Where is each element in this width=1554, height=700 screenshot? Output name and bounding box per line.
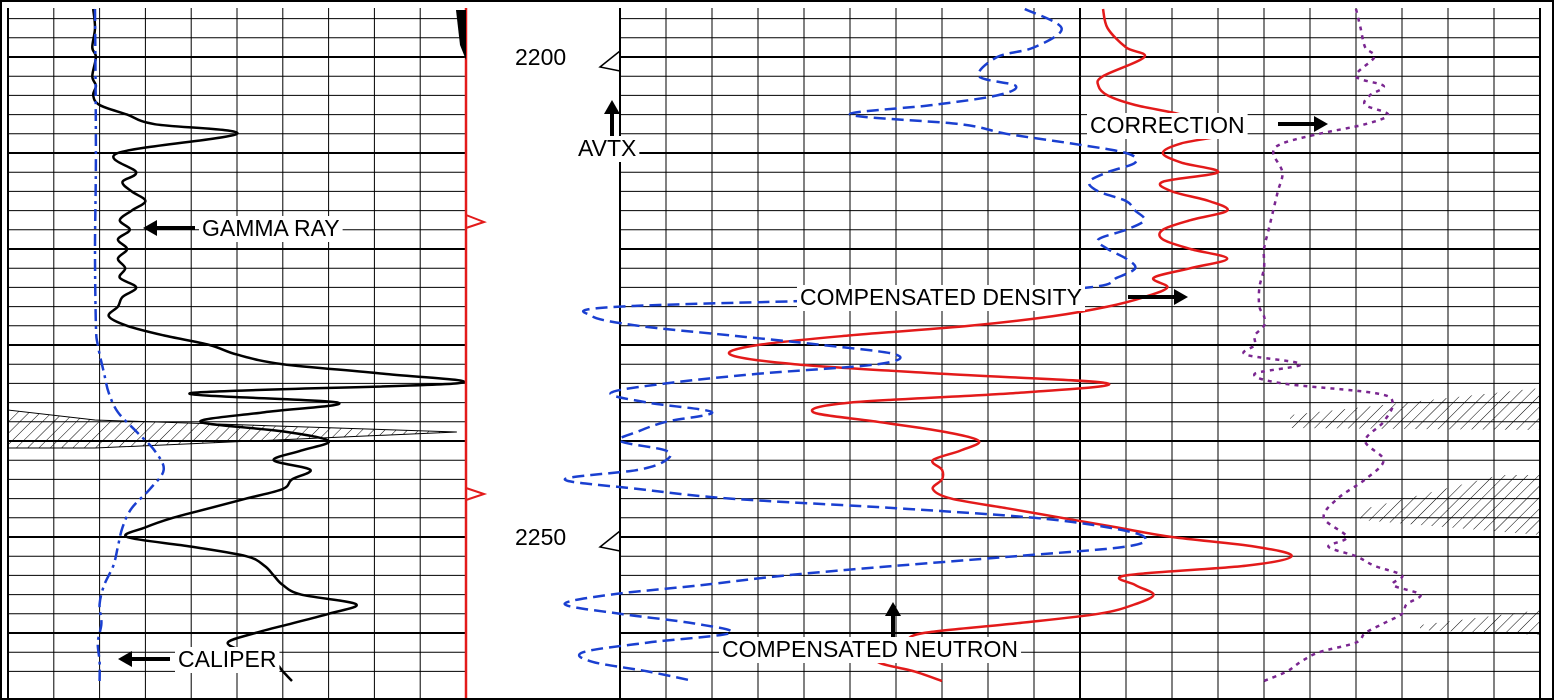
depth-ticks: 2200 2250	[515, 44, 621, 552]
gamma-shading	[7, 409, 457, 449]
depth-tick-2200	[598, 50, 621, 72]
correction-shading-3	[1420, 610, 1540, 635]
avtx-label-text: AVTX	[578, 135, 636, 161]
compensated-density-label-bg	[797, 285, 1085, 311]
depth-label-2250: 2250	[515, 524, 566, 550]
avtx-label-bg	[575, 136, 640, 162]
compensated-neutron-label-bg	[719, 637, 1022, 663]
compensated-density-label: COMPENSATED DENSITY	[797, 284, 1085, 311]
compensated-neutron-curve	[563, 7, 1148, 683]
correction-arrow-head	[1314, 116, 1328, 132]
avtx-label: AVTX	[575, 135, 640, 162]
correction-label-bg	[1087, 113, 1248, 139]
caliper-arrow-head	[118, 651, 132, 667]
gamma-ray-label-bg	[199, 216, 343, 242]
compensated-density-arrow-head	[1174, 289, 1188, 305]
grid	[7, 8, 1541, 700]
compensated-neutron-label-text: COMPENSATED NEUTRON	[722, 636, 1018, 662]
compensated-density-curve	[727, 8, 1293, 683]
depth-label-2200: 2200	[515, 44, 566, 70]
caliper-label-bg	[175, 647, 280, 673]
track1-edge-mark	[456, 10, 466, 60]
track2-grid	[619, 8, 1541, 700]
shading-fills	[7, 388, 1540, 635]
caliper-label: CALIPER	[175, 646, 280, 673]
gamma-ray-label: GAMMA RAY	[199, 215, 343, 242]
avtx-arrow-head	[604, 100, 620, 114]
compensated-neutron-arrow-head	[885, 602, 901, 616]
correction-shading-1	[1290, 388, 1540, 430]
correction-curve	[1242, 8, 1422, 683]
red-tick-mark-2	[465, 487, 488, 501]
gamma-ray-curve	[91, 8, 466, 682]
caliper-curve	[93, 8, 165, 682]
depth-tick-2250	[598, 530, 621, 552]
caliper-label-text: CALIPER	[178, 646, 276, 672]
gamma-ray-label-text: GAMMA RAY	[202, 215, 340, 241]
annotations: GAMMA RAY CALIPER AVTX CORRECTION COMPENSATE…	[118, 100, 1328, 673]
correction-shading-2	[1360, 475, 1540, 535]
compensated-neutron-label: COMPENSATED NEUTRON	[719, 636, 1022, 663]
gamma-ray-arrow-head	[143, 220, 157, 236]
compensated-density-label-text: COMPENSATED DENSITY	[800, 284, 1082, 310]
red-tick-mark-1	[465, 214, 487, 229]
correction-label-text: CORRECTION	[1090, 112, 1245, 138]
correction-label: CORRECTION	[1087, 112, 1248, 139]
log-curves	[91, 7, 1422, 700]
